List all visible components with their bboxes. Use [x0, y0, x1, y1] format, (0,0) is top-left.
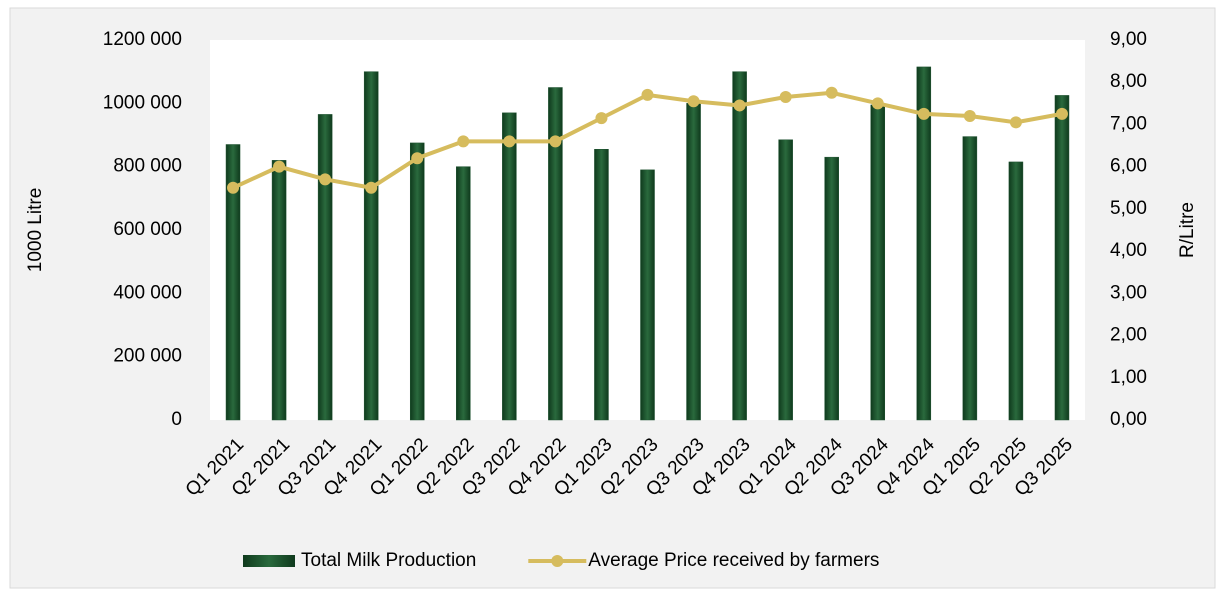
marker — [825, 86, 838, 99]
y2-tick-label: 2,00 — [1110, 325, 1147, 346]
y2-axis-label: R/Litre — [1177, 202, 1198, 258]
bar — [1008, 161, 1024, 421]
bar — [225, 144, 241, 421]
bar — [1054, 95, 1070, 421]
marker — [779, 91, 792, 103]
bar — [456, 166, 471, 421]
legend-label: Total Milk Production — [301, 550, 476, 571]
marker — [595, 112, 608, 125]
y-tick-label: 1000 000 — [103, 92, 182, 113]
marker — [963, 110, 976, 122]
legend-label: Average Price received by farmers — [588, 550, 879, 571]
bar — [363, 71, 379, 421]
bar — [548, 87, 563, 421]
bar — [409, 142, 425, 421]
y-tick-label: 800 000 — [113, 156, 182, 177]
y2-tick-label: 1,00 — [1110, 367, 1147, 388]
legend-marker — [551, 555, 564, 567]
marker — [641, 88, 654, 101]
y2-tick-label: 9,00 — [1110, 29, 1147, 50]
y2-tick-label: 8,00 — [1110, 71, 1147, 92]
marker — [503, 135, 516, 148]
bar — [824, 156, 839, 421]
legend-swatch — [243, 555, 295, 567]
y2-tick-label: 0,00 — [1110, 409, 1147, 430]
marker — [273, 160, 286, 173]
y-tick-label: 400 000 — [113, 282, 182, 303]
bar — [870, 104, 886, 421]
y2-tick-label: 4,00 — [1110, 240, 1147, 261]
marker — [733, 99, 746, 112]
marker — [457, 135, 470, 148]
y-tick-label: 600 000 — [113, 219, 182, 240]
bar — [916, 66, 932, 421]
marker — [917, 107, 930, 120]
marker — [227, 181, 240, 194]
marker — [365, 181, 378, 194]
marker — [687, 95, 700, 108]
marker — [319, 173, 332, 186]
y2-tick-label: 3,00 — [1110, 282, 1147, 303]
marker — [1055, 107, 1068, 120]
bar — [732, 71, 747, 421]
bar — [686, 103, 701, 421]
y2-tick-label: 7,00 — [1110, 113, 1147, 134]
bar — [640, 169, 655, 421]
bar — [778, 139, 793, 421]
y-tick-label: 1200 000 — [103, 29, 182, 50]
marker — [549, 135, 562, 148]
marker — [411, 152, 424, 165]
y2-tick-label: 6,00 — [1110, 156, 1147, 177]
bar — [271, 160, 287, 421]
y2-tick-label: 5,00 — [1110, 198, 1147, 219]
y-tick-label: 200 000 — [113, 346, 182, 367]
bar — [317, 114, 333, 421]
y-axis-label: 1000 Litre — [25, 188, 46, 273]
bar — [962, 136, 978, 421]
bar — [502, 112, 517, 421]
bar — [594, 149, 609, 421]
marker — [871, 97, 884, 110]
y-tick-label: 0 — [171, 409, 182, 430]
marker — [1009, 116, 1022, 129]
